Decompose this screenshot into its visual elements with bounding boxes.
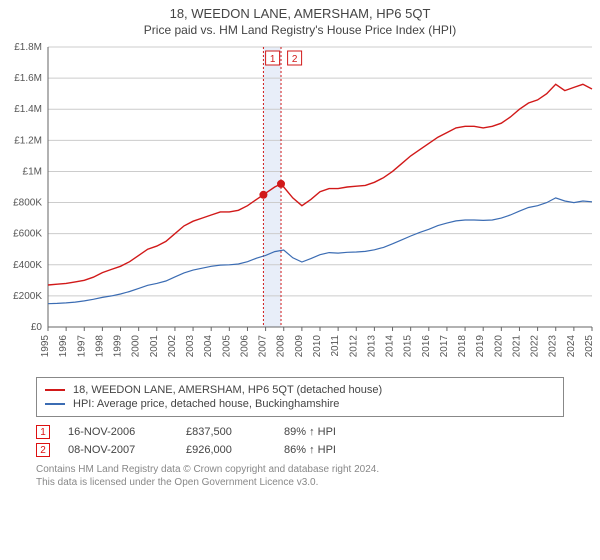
event-dot: [277, 180, 285, 188]
event-dot: [259, 191, 267, 199]
y-tick-label: £1.6M: [14, 73, 42, 84]
event-marker: 2: [36, 443, 50, 457]
y-tick-label: £400K: [13, 260, 42, 271]
footer-line2: This data is licensed under the Open Gov…: [36, 476, 564, 489]
x-tick-label: 2013: [366, 335, 377, 358]
x-tick-label: 2022: [530, 335, 541, 358]
event-row: 1 16-NOV-2006 £837,500 89% ↑ HPI: [36, 425, 564, 439]
x-tick-label: 2006: [239, 335, 250, 358]
x-tick-label: 2016: [421, 335, 432, 358]
events-table: 1 16-NOV-2006 £837,500 89% ↑ HPI 2 08-NOV-200…: [36, 425, 564, 457]
x-tick-label: 2021: [511, 335, 522, 358]
x-tick-label: 2017: [439, 335, 450, 358]
page-title: 18, WEEDON LANE, AMERSHAM, HP6 5QT: [0, 0, 600, 21]
x-tick-label: 1995: [40, 335, 51, 358]
event-pct: 86% ↑ HPI: [284, 444, 336, 456]
y-tick-label: £0: [31, 322, 43, 333]
y-tick-label: £1M: [23, 166, 42, 177]
x-tick-label: 2007: [258, 335, 269, 358]
event-marker-label: 2: [292, 54, 298, 65]
y-tick-label: £600K: [13, 229, 42, 240]
event-marker: 1: [36, 425, 50, 439]
y-tick-label: £800K: [13, 198, 42, 209]
event-row: 2 08-NOV-2007 £926,000 86% ↑ HPI: [36, 443, 564, 457]
x-tick-label: 2015: [403, 335, 414, 358]
x-tick-label: 2025: [584, 335, 595, 358]
legend-label: 18, WEEDON LANE, AMERSHAM, HP6 5QT (deta…: [73, 384, 382, 396]
x-tick-label: 2000: [131, 335, 142, 358]
y-tick-label: £1.2M: [14, 135, 42, 146]
legend-label: HPI: Average price, detached house, Buck…: [73, 398, 339, 410]
y-tick-label: £200K: [13, 291, 42, 302]
event-price: £837,500: [186, 426, 266, 438]
page-subtitle: Price paid vs. HM Land Registry's House …: [0, 21, 600, 41]
x-tick-label: 2005: [221, 335, 232, 358]
x-tick-label: 1998: [94, 335, 105, 358]
footer-line1: Contains HM Land Registry data © Crown c…: [36, 463, 564, 476]
x-tick-label: 2018: [457, 335, 468, 358]
x-tick-label: 2009: [294, 335, 305, 358]
legend-row: HPI: Average price, detached house, Buck…: [45, 398, 555, 410]
x-tick-label: 2010: [312, 335, 323, 358]
legend-swatch: [45, 403, 65, 405]
x-tick-label: 2002: [167, 335, 178, 358]
x-tick-label: 2001: [149, 335, 160, 358]
x-tick-label: 1996: [58, 335, 69, 358]
price-chart: £0 £200K £400K £600K £800K £1M £1.2M £1.4M £1.6M…: [0, 41, 600, 371]
x-tick-label: 2003: [185, 335, 196, 358]
x-tick-label: 2011: [330, 335, 341, 357]
event-date: 08-NOV-2007: [68, 444, 168, 456]
event-pct: 89% ↑ HPI: [284, 426, 336, 438]
chart-container: £0 £200K £400K £600K £800K £1M £1.2M £1.4M £1.6M…: [0, 41, 600, 371]
x-tick-label: 2004: [203, 335, 214, 358]
x-tick-label: 2014: [385, 335, 396, 358]
highlight-band: [263, 47, 281, 327]
footer-attribution: Contains HM Land Registry data © Crown c…: [36, 463, 564, 489]
x-tick-label: 2024: [566, 335, 577, 358]
x-tick-label: 2019: [475, 335, 486, 358]
legend-row: 18, WEEDON LANE, AMERSHAM, HP6 5QT (deta…: [45, 384, 555, 396]
x-tick-label: 2020: [493, 335, 504, 358]
legend-swatch: [45, 389, 65, 391]
x-tick-label: 2008: [276, 335, 287, 358]
x-tick-label: 1999: [113, 335, 124, 358]
legend: 18, WEEDON LANE, AMERSHAM, HP6 5QT (deta…: [36, 377, 564, 417]
y-tick-label: £1.8M: [14, 42, 42, 53]
x-tick-label: 2012: [348, 335, 359, 358]
y-tick-label: £1.4M: [14, 104, 42, 115]
series-line: [48, 198, 592, 304]
event-price: £926,000: [186, 444, 266, 456]
event-marker-label: 1: [270, 54, 276, 65]
x-tick-label: 2023: [548, 335, 559, 358]
x-tick-label: 1997: [76, 335, 87, 358]
event-date: 16-NOV-2006: [68, 426, 168, 438]
